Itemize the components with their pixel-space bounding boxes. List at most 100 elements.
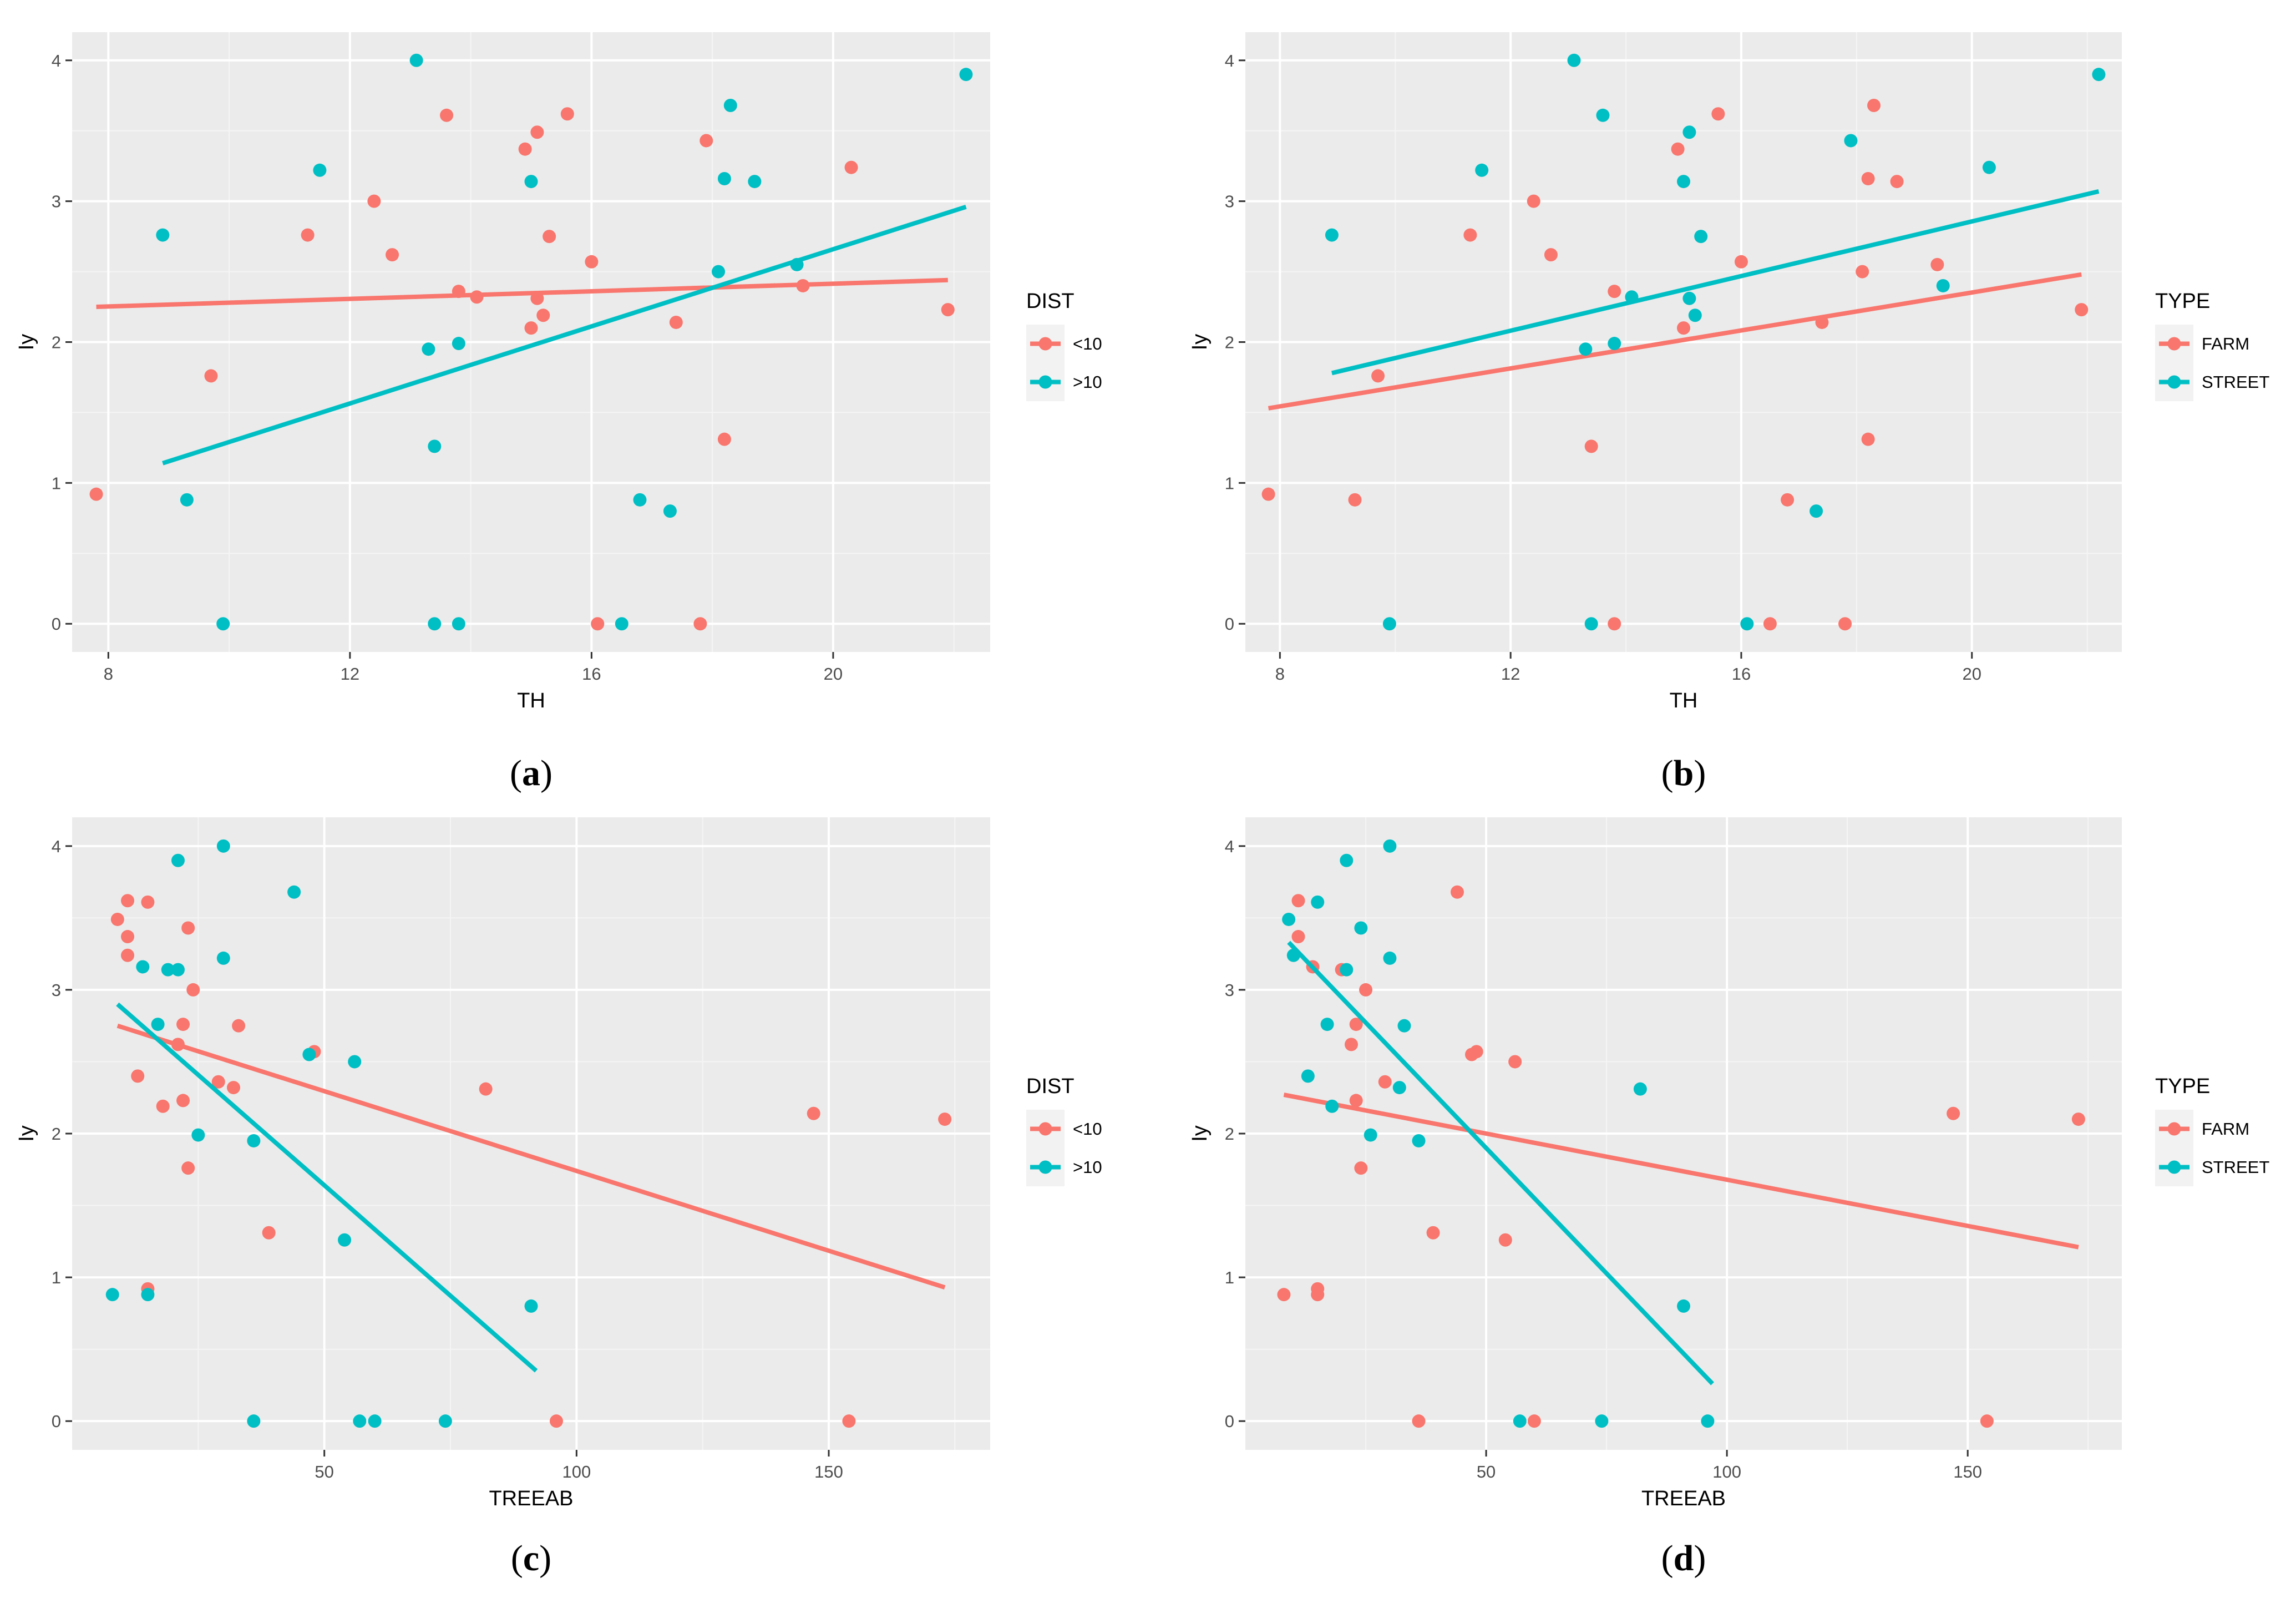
data-point bbox=[1325, 1099, 1339, 1113]
data-point bbox=[1397, 1019, 1411, 1033]
data-point bbox=[1349, 1094, 1363, 1108]
data-point bbox=[717, 432, 731, 446]
data-point bbox=[302, 1048, 316, 1061]
data-point bbox=[633, 493, 647, 507]
data-point bbox=[1426, 1226, 1440, 1240]
data-point bbox=[1711, 107, 1725, 121]
data-point bbox=[1277, 1288, 1291, 1302]
data-point bbox=[136, 960, 150, 974]
data-point bbox=[524, 1299, 538, 1313]
data-point bbox=[1856, 265, 1869, 279]
data-point bbox=[1364, 1128, 1377, 1142]
y-tick-label: 4 bbox=[52, 837, 61, 856]
data-point bbox=[1383, 839, 1397, 853]
x-tick-label: 12 bbox=[1501, 664, 1520, 684]
data-point bbox=[1677, 175, 1690, 189]
data-point bbox=[110, 912, 124, 926]
caption-letter: b bbox=[1674, 753, 1694, 793]
data-point bbox=[1348, 493, 1362, 507]
data-point bbox=[1527, 1414, 1541, 1428]
data-point bbox=[1701, 1414, 1715, 1428]
legend-title: TYPE bbox=[2155, 290, 2210, 313]
data-point bbox=[2092, 68, 2106, 82]
data-point bbox=[1354, 921, 1368, 935]
regression-line bbox=[162, 204, 967, 466]
data-point bbox=[204, 369, 218, 383]
data-point bbox=[1349, 1018, 1363, 1031]
data-point bbox=[1383, 951, 1397, 965]
data-point bbox=[1344, 1038, 1358, 1051]
data-point bbox=[479, 1082, 493, 1096]
y-tick-label: 3 bbox=[52, 980, 61, 1000]
data-point bbox=[1930, 257, 1944, 271]
data-point bbox=[530, 125, 544, 139]
data-point bbox=[1861, 432, 1875, 446]
data-point bbox=[216, 839, 230, 853]
data-point bbox=[1463, 228, 1477, 242]
data-point bbox=[842, 1414, 856, 1428]
panel-caption: (b) bbox=[1661, 753, 1706, 793]
data-point bbox=[338, 1233, 352, 1247]
data-point bbox=[422, 342, 435, 356]
regression-line bbox=[1268, 272, 2082, 411]
data-point bbox=[1579, 342, 1593, 356]
data-point bbox=[1633, 1082, 1647, 1096]
legend-label: >10 bbox=[1073, 372, 1102, 392]
data-point bbox=[1527, 194, 1540, 208]
data-point bbox=[121, 948, 135, 962]
y-tick-label: 1 bbox=[1225, 473, 1234, 493]
y-tick-label: 4 bbox=[1225, 51, 1234, 70]
x-tick-label: 8 bbox=[1275, 664, 1285, 684]
x-axis-title: TH bbox=[517, 689, 545, 712]
data-point bbox=[1513, 1414, 1527, 1428]
panel-caption: (a) bbox=[510, 753, 553, 793]
caption-letter: c bbox=[523, 1538, 539, 1579]
x-tick-label: 16 bbox=[582, 664, 601, 684]
data-point bbox=[1608, 617, 1621, 631]
y-tick-label: 0 bbox=[52, 614, 61, 634]
data-point bbox=[693, 617, 707, 631]
data-point bbox=[1498, 1233, 1512, 1247]
data-point bbox=[1763, 617, 1777, 631]
data-point bbox=[1311, 895, 1325, 909]
legend-key-point bbox=[1038, 337, 1052, 351]
data-point bbox=[141, 1288, 155, 1302]
data-point bbox=[171, 853, 185, 867]
data-point bbox=[452, 617, 465, 631]
data-point bbox=[176, 1094, 190, 1108]
data-point bbox=[1291, 930, 1305, 944]
data-point bbox=[1671, 142, 1685, 156]
data-point bbox=[723, 99, 737, 113]
legend-key-point bbox=[1038, 1122, 1052, 1136]
x-tick-label: 150 bbox=[814, 1462, 843, 1481]
data-point bbox=[1354, 1161, 1368, 1175]
x-tick-label: 50 bbox=[315, 1462, 333, 1481]
data-point bbox=[1682, 125, 1696, 139]
caption-open-paren: ( bbox=[1661, 1538, 1674, 1579]
data-point bbox=[1340, 853, 1354, 867]
x-tick-label: 100 bbox=[1712, 1462, 1741, 1481]
legend-title: DIST bbox=[1026, 1075, 1074, 1098]
regression-line bbox=[116, 1023, 946, 1290]
y-tick-label: 4 bbox=[1225, 837, 1234, 856]
data-series bbox=[1261, 99, 2089, 631]
data-point bbox=[1694, 230, 1708, 244]
data-point bbox=[452, 337, 465, 351]
data-point bbox=[181, 1161, 195, 1175]
data-point bbox=[313, 163, 327, 177]
data-point bbox=[186, 983, 200, 997]
data-point bbox=[585, 255, 599, 269]
data-point bbox=[549, 1414, 563, 1428]
data-point bbox=[1677, 321, 1690, 335]
data-point bbox=[171, 963, 185, 977]
data-point bbox=[386, 248, 399, 262]
legend-key-point bbox=[1038, 375, 1052, 389]
data-point bbox=[524, 321, 538, 335]
data-point bbox=[1301, 1069, 1315, 1083]
data-point bbox=[1544, 248, 1558, 262]
legend-key-point bbox=[2167, 1160, 2181, 1174]
data-point bbox=[156, 228, 170, 242]
data-point bbox=[1412, 1134, 1426, 1147]
y-tick-label: 1 bbox=[52, 473, 61, 493]
legend-title: DIST bbox=[1026, 290, 1074, 313]
